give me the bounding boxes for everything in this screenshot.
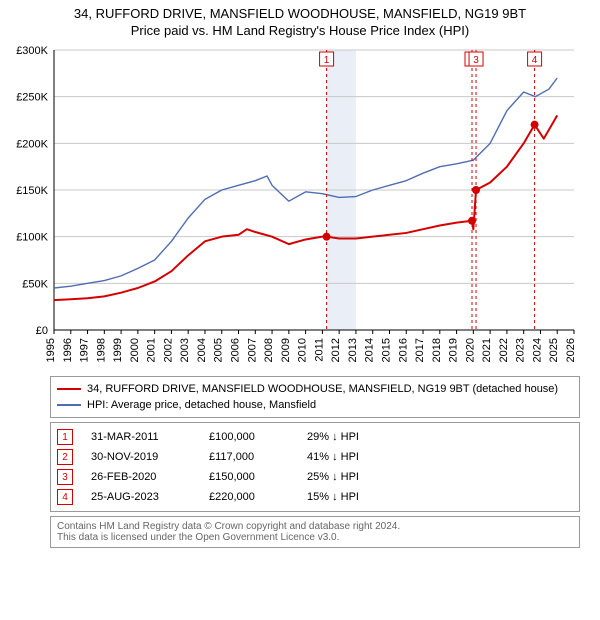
footer-line-1: Contains HM Land Registry data © Crown c… [57,521,573,532]
svg-text:2007: 2007 [246,338,258,362]
sale-date: 30-NOV-2019 [91,451,191,463]
sale-date: 25-AUG-2023 [91,491,191,503]
svg-text:2023: 2023 [515,338,527,362]
legend-swatch [57,404,81,406]
footer-attribution: Contains HM Land Registry data © Crown c… [50,516,580,548]
svg-text:2021: 2021 [481,338,493,362]
sale-price: £100,000 [209,431,289,443]
legend-row: 34, RUFFORD DRIVE, MANSFIELD WOODHOUSE, … [57,381,573,397]
sale-index-box: 4 [57,489,73,505]
svg-text:2015: 2015 [380,338,392,362]
price-chart: £0 £50K £100K £150K £200K £250K £300K 1995 1996 1… [0,40,600,370]
svg-text:2000: 2000 [129,338,141,362]
svg-text:2024: 2024 [531,338,543,362]
svg-text:1998: 1998 [95,338,107,362]
svg-text:2010: 2010 [297,338,309,362]
sale-vs-hpi: 25% ↓ HPI [307,471,437,483]
sale-date: 26-FEB-2020 [91,471,191,483]
sale-price: £220,000 [209,491,289,503]
svg-text:1: 1 [324,55,330,66]
svg-text:2011: 2011 [313,338,325,362]
svg-text:2016: 2016 [397,338,409,362]
svg-text:£300K: £300K [16,45,48,57]
sale-index-box: 2 [57,449,73,465]
table-row: 4 25-AUG-2023 £220,000 15% ↓ HPI [57,487,573,507]
legend-label: HPI: Average price, detached house, Mans… [87,399,316,411]
svg-text:2022: 2022 [498,338,510,362]
svg-text:2006: 2006 [230,338,242,362]
table-row: 2 30-NOV-2019 £117,000 41% ↓ HPI [57,447,573,467]
sales-table: 1 31-MAR-2011 £100,000 29% ↓ HPI 2 30-NOV-201… [50,422,580,512]
legend-label: 34, RUFFORD DRIVE, MANSFIELD WOODHOUSE, … [87,383,558,395]
svg-text:1996: 1996 [62,338,74,362]
svg-text:2020: 2020 [464,338,476,362]
sale-price: £117,000 [209,451,289,463]
sale-index-box: 3 [57,469,73,485]
svg-text:2013: 2013 [347,338,359,362]
svg-text:£150K: £150K [16,185,48,197]
svg-text:£0: £0 [36,325,48,337]
svg-text:2014: 2014 [364,338,376,362]
svg-text:2012: 2012 [330,338,342,362]
svg-text:2018: 2018 [431,338,443,362]
svg-text:2017: 2017 [414,338,426,362]
svg-text:2019: 2019 [448,338,460,362]
svg-text:£100K: £100K [16,232,48,244]
svg-text:£250K: £250K [16,92,48,104]
table-row: 1 31-MAR-2011 £100,000 29% ↓ HPI [57,427,573,447]
svg-text:2008: 2008 [263,338,275,362]
svg-text:4: 4 [532,55,538,66]
sale-vs-hpi: 15% ↓ HPI [307,491,437,503]
svg-text:2026: 2026 [565,338,577,362]
svg-text:2009: 2009 [280,338,292,362]
svg-text:3: 3 [473,55,479,66]
svg-text:1997: 1997 [79,338,91,362]
svg-text:2003: 2003 [179,338,191,362]
svg-text:1999: 1999 [112,338,124,362]
footer-line-2: This data is licensed under the Open Gov… [57,532,573,543]
svg-text:2005: 2005 [213,338,225,362]
svg-text:1995: 1995 [45,338,57,362]
legend-swatch [57,388,81,390]
svg-text:£50K: £50K [22,278,48,290]
svg-text:2001: 2001 [146,338,158,362]
legend-row: HPI: Average price, detached house, Mans… [57,397,573,413]
sale-vs-hpi: 41% ↓ HPI [307,451,437,463]
chart-subtitle: Price paid vs. HM Land Registry's House … [10,23,590,38]
svg-text:£200K: £200K [16,138,48,150]
chart-title: 34, RUFFORD DRIVE, MANSFIELD WOODHOUSE, … [10,6,590,21]
sale-vs-hpi: 29% ↓ HPI [307,431,437,443]
table-row: 3 26-FEB-2020 £150,000 25% ↓ HPI [57,467,573,487]
legend: 34, RUFFORD DRIVE, MANSFIELD WOODHOUSE, … [50,376,580,418]
svg-text:2025: 2025 [548,338,560,362]
sale-date: 31-MAR-2011 [91,431,191,443]
svg-text:2002: 2002 [162,338,174,362]
sale-price: £150,000 [209,471,289,483]
svg-text:2004: 2004 [196,338,208,362]
sale-index-box: 1 [57,429,73,445]
